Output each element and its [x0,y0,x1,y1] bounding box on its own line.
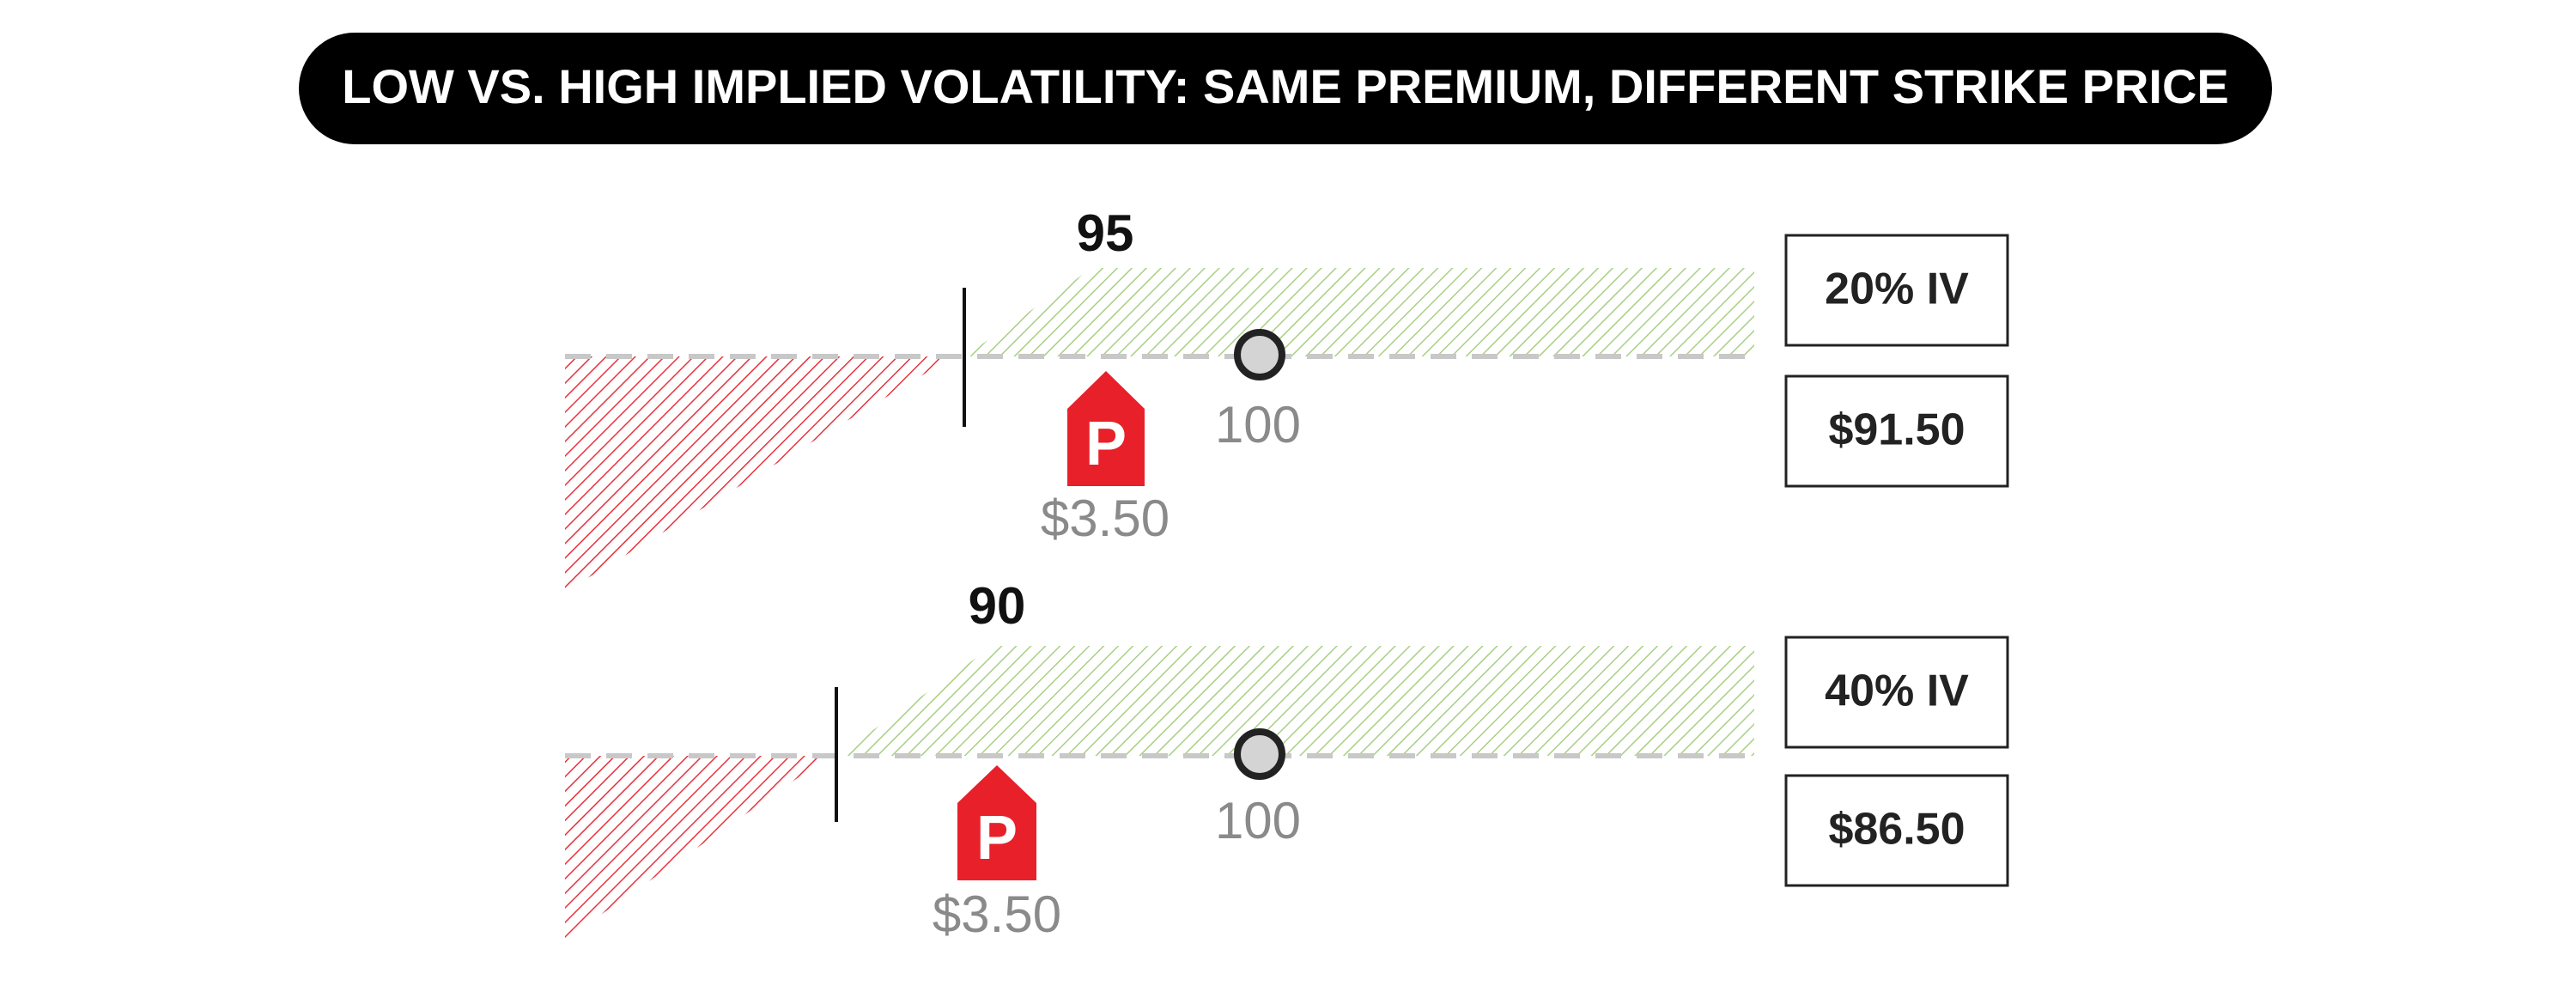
premium-tag [957,765,1036,880]
strike-label: 95 [1077,204,1134,262]
volatility-box [1784,234,2009,347]
breakeven: $91.50 [1828,405,1965,455]
volatility: 40% IV [1825,666,1969,716]
row: 90 100 P $3.50 40% IV $86.50 [565,577,2009,943]
premium-icon: P [976,804,1018,873]
premium-tag [1067,371,1145,486]
breakeven: $86.50 [1828,805,1965,855]
row: 95 100 P $3.50 20% IV $91.50 [565,204,2009,592]
loss-area [565,356,953,592]
volatility: 20% IV [1825,265,1969,314]
stock-price: 100 [1215,792,1301,849]
stock-marker [1234,728,1285,780]
loss-area [565,756,829,940]
breakeven-box [1784,374,2009,488]
stock-marker [1234,329,1285,380]
profit-area [964,268,1754,356]
premium-icon: P [1085,410,1127,478]
title: LOW VS. HIGH IMPLIED VOLATILITY: SAME PR… [342,59,2229,113]
title-pill [299,33,2272,144]
volatility-box [1784,636,2009,749]
profit-area [836,646,1754,756]
premium: $3.50 [933,885,1061,943]
strike-label: 90 [969,577,1026,635]
premium: $3.50 [1041,490,1170,547]
stock-price: 100 [1215,396,1301,453]
breakeven-box [1784,774,2009,887]
